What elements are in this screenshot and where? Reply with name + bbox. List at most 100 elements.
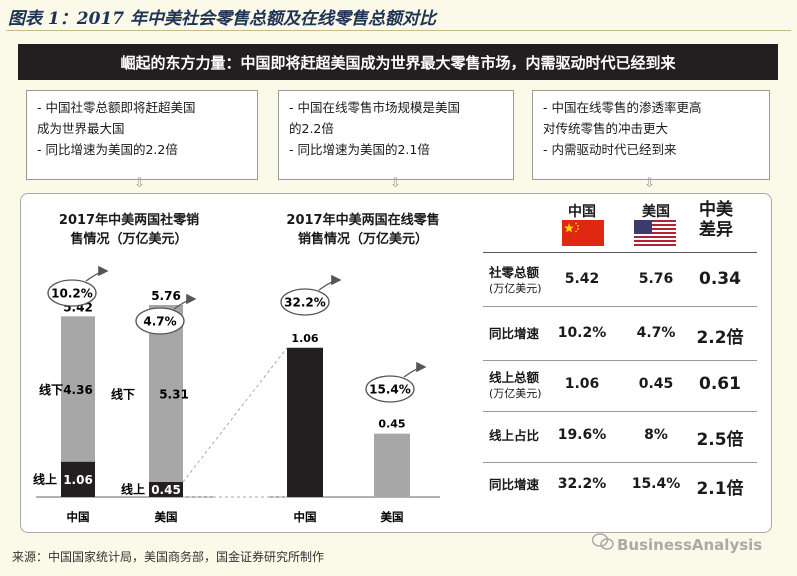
chart1-category-1: 美国 <box>155 510 178 524</box>
col-header-diff-line-1: 中美 <box>699 200 733 220</box>
chart1-bar-online-0 <box>61 461 95 497</box>
table-row-divider <box>483 462 757 463</box>
table-cell: 5.76 <box>638 271 674 287</box>
chart1-total-label-1: 5.76 <box>151 289 181 303</box>
title-rule <box>6 30 791 31</box>
table-cell: 0.45 <box>638 376 674 392</box>
chart2-growth-1-arrow <box>403 361 427 378</box>
usa-flag-icon <box>634 220 676 246</box>
table-row-divider <box>483 360 757 361</box>
col-header-diff-line-2: 差异 <box>699 220 733 240</box>
chart1-online-name-1: 线上 <box>121 482 145 497</box>
chart1-growth-1-label: 4.7% <box>143 315 176 329</box>
chart2-title-line-1: 2017年中美两国在线零售 <box>286 213 440 228</box>
chart2-growth-0-bubble <box>280 288 330 316</box>
table-cell: 15.4% <box>631 476 681 492</box>
note-box-3: - 中国在线零售的渗透率更高 对传统零售的冲击更大 - 内需驱动时代已经到来 <box>532 90 770 180</box>
chart1-growth-0-bubble <box>47 279 97 307</box>
chart1-title-line-1: 2017年中美两国社零销 <box>58 213 200 228</box>
note-3-line-3: - 内需驱动时代已经到来 <box>543 142 677 157</box>
table-row-divider <box>483 306 757 307</box>
chart2-bar-1 <box>374 433 410 497</box>
col-header-china: 中国 <box>568 204 596 220</box>
chart1-bar-online-1 <box>149 482 183 497</box>
chart1-category-0: 中国 <box>67 510 90 524</box>
chart1-offline-value-1: 5.31 <box>159 388 189 402</box>
table-cell: 32.2% <box>557 476 607 492</box>
table-row-label-unit: (万亿美元) <box>489 282 542 295</box>
chart2-growth-0-label: 32.2% <box>284 296 326 310</box>
table-cell: 19.6% <box>557 427 607 443</box>
chart1-online-name-0: 线上 <box>33 471 57 486</box>
table-cell: 5.42 <box>564 271 600 287</box>
table-cell: 1.06 <box>564 376 600 392</box>
note-box-1: - 中国社零总额即将赶超美国 成为世界最大国 - 同比增速为美国的2.2倍 <box>26 90 258 180</box>
table-row-label: 同比增速 <box>489 326 539 342</box>
col-header-usa: 美国 <box>642 204 670 220</box>
chart1-offline-name-1: 线下 <box>111 387 135 402</box>
chart2-title: 2017年中美两国在线零售 销售情况（万亿美元） <box>268 211 458 249</box>
table-cell: 2.5倍 <box>696 430 744 450</box>
table-row-label: 线上占比 <box>489 428 539 444</box>
chart1-bar-offline-1 <box>149 305 183 482</box>
down-arrow-icon: ⇩ <box>390 176 401 191</box>
chart2-value-label-1: 0.45 <box>378 418 405 431</box>
chart2-growth-0-arrow <box>318 274 342 291</box>
chart1-growth-1-arrow <box>173 293 197 310</box>
table-row-label: 同比增速 <box>489 477 539 493</box>
wechat-icon <box>592 533 614 550</box>
note-1-line-1: - 中国社零总额即将赶超美国 <box>37 100 196 115</box>
table-cell: 4.7% <box>636 325 676 341</box>
table-cell: 2.2倍 <box>696 328 744 348</box>
chart2-category-1: 美国 <box>381 510 404 524</box>
chart1-online-value-1: 0.45 <box>151 483 181 497</box>
watermark: BusinessAnalysis <box>617 536 763 554</box>
note-3-line-1: - 中国在线零售的渗透率更高 <box>543 100 702 115</box>
source-note: 来源：中国国家统计局，美国商务部，国金证券研究所制作 <box>12 550 325 564</box>
table-row-label: 线上总额 (万亿美元) <box>489 370 542 402</box>
table-cell: 0.34 <box>699 269 741 289</box>
chart1-growth-0-arrow <box>85 265 109 282</box>
chart2-connector-top <box>182 347 288 483</box>
note-1-line-2: 成为世界最大国 <box>37 121 125 136</box>
table-cell: 8% <box>644 427 668 443</box>
chart1-online-value-0: 1.06 <box>63 473 93 487</box>
note-2-line-3: - 同比增速为美国的2.1倍 <box>289 142 430 157</box>
chart2-bar-0 <box>287 347 323 497</box>
headline-banner: 崛起的东方力量：中国即将赶超美国成为世界最大零售市场，内需驱动时代已经到来 <box>18 44 778 80</box>
chart2-category-0: 中国 <box>294 510 317 524</box>
chart1-growth-0-label: 10.2% <box>51 287 93 301</box>
down-arrow-icon: ⇩ <box>644 176 655 191</box>
note-2-line-2: 的2.2倍 <box>289 121 334 136</box>
chart1-growth-1-bubble <box>135 307 185 335</box>
chart1-title-line-2: 售情况（万亿美元） <box>70 232 188 247</box>
figure-title: 图表 1：2017 年中美社会零售总额及在线零售总额对比 <box>8 9 436 29</box>
note-box-2: - 中国在线零售市场规模是美国 的2.2倍 - 同比增速为美国的2.1倍 <box>278 90 514 180</box>
china-flag-icon <box>562 220 604 246</box>
table-row-label-text: 线上总额 <box>489 370 540 385</box>
table-cell: 10.2% <box>557 325 607 341</box>
note-3-line-2: 对传统零售的冲击更大 <box>543 121 669 136</box>
table-header-rule <box>483 252 757 253</box>
table-cell: 2.1倍 <box>696 479 744 499</box>
chart1-title: 2017年中美两国社零销 售情况（万亿美元） <box>44 211 214 249</box>
chart2-value-label-0: 1.06 <box>291 332 318 345</box>
table-cell: 0.61 <box>699 374 741 394</box>
note-2-line-1: - 中国在线零售市场规模是美国 <box>289 100 460 115</box>
chart1-offline-name-0: 线下 <box>39 382 63 397</box>
table-row-label-text: 社零总额 <box>489 265 540 280</box>
note-1-line-3: - 同比增速为美国的2.2倍 <box>37 142 178 157</box>
table-row-label-text: 同比增速 <box>489 477 540 492</box>
chart2-title-line-2: 销售情况（万亿美元） <box>297 232 428 247</box>
table-row-label-unit: (万亿美元) <box>489 387 542 400</box>
chart2-growth-1-bubble <box>365 375 415 403</box>
col-header-diff: 中美 差异 <box>690 200 742 240</box>
chart1-offline-value-0: 4.36 <box>63 383 93 397</box>
down-arrow-icon: ⇩ <box>134 176 145 191</box>
table-row-label: 社零总额 (万亿美元) <box>489 265 542 297</box>
chart1-bar-offline-0 <box>61 316 95 462</box>
chart2-growth-1-label: 15.4% <box>369 383 411 397</box>
table-row-label-text: 同比增速 <box>489 326 540 341</box>
table-row-divider <box>483 411 757 412</box>
